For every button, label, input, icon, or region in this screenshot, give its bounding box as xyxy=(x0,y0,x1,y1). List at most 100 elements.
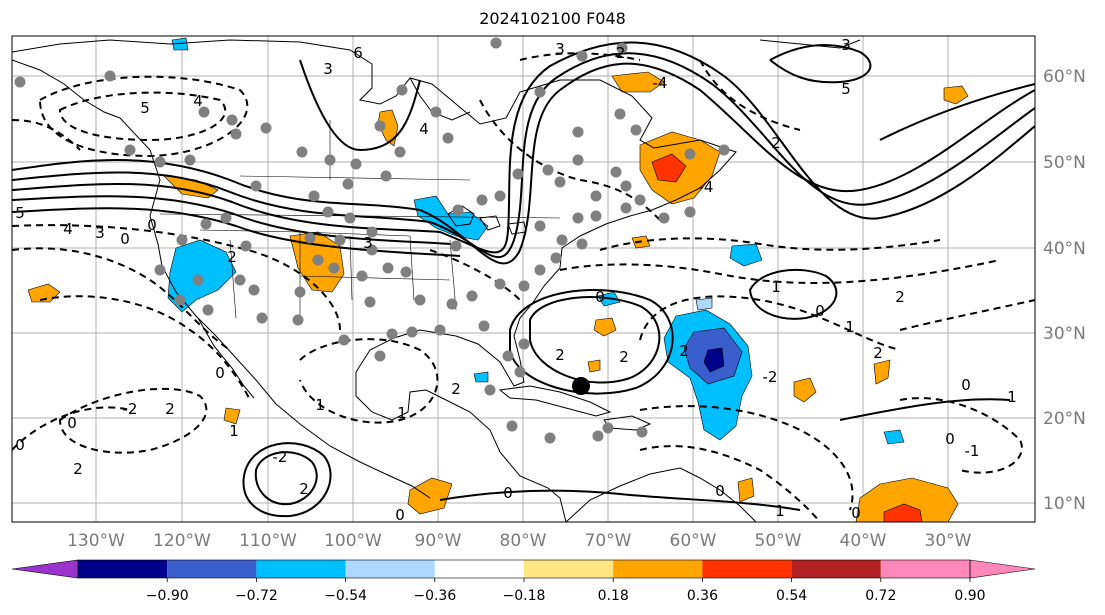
contour-label: 0 xyxy=(815,302,825,320)
station-dot xyxy=(382,262,394,274)
station-dot xyxy=(620,180,632,192)
lat-lon-grid xyxy=(12,36,1035,522)
station-dot xyxy=(490,37,502,49)
colorbar-box xyxy=(434,560,524,578)
station-dot xyxy=(534,264,546,276)
dashed-contour xyxy=(12,406,131,451)
dashed-contour xyxy=(58,91,227,142)
station-dot xyxy=(334,234,346,246)
contour-label: -1 xyxy=(965,442,980,460)
station-dot xyxy=(494,278,506,290)
station-dot xyxy=(592,430,604,442)
alaska-panhandle xyxy=(12,59,121,119)
station-dot xyxy=(406,326,418,338)
station-dot xyxy=(556,234,568,246)
storm-center-marker xyxy=(572,377,590,395)
contour-label: 4 xyxy=(193,92,203,110)
station-dot xyxy=(248,284,260,296)
station-dot xyxy=(328,262,340,274)
contour-label: 0 xyxy=(715,482,725,500)
station-dot xyxy=(324,154,336,166)
colorbar-label: −0.72 xyxy=(235,588,278,604)
station-dot xyxy=(534,86,546,98)
contour-label: 6 xyxy=(353,44,363,62)
contour-label: 0 xyxy=(961,376,971,394)
colorbar-left-extend xyxy=(11,559,79,579)
longitude-tick-labels: 130°W 120°W 110°W 100°W 90°W 80°W 70°W 60°W 50°W… xyxy=(67,531,972,551)
contour-label: 3 xyxy=(363,234,373,252)
station-dot xyxy=(200,218,212,230)
colorbar-box xyxy=(791,560,881,578)
station-dot xyxy=(174,294,186,306)
station-dot xyxy=(294,286,306,298)
colorbar-right-extend xyxy=(969,559,1036,579)
station-dot xyxy=(484,384,496,396)
station-dot xyxy=(658,212,670,224)
colorbar-box xyxy=(702,560,792,578)
contour-label: -2 xyxy=(123,400,138,418)
station-dot xyxy=(590,210,602,222)
station-dot xyxy=(260,122,272,134)
station-dot xyxy=(104,70,116,82)
dashed-contour xyxy=(639,405,854,511)
station-dot xyxy=(514,366,526,378)
station-dot xyxy=(476,194,488,206)
solid-contour xyxy=(529,296,661,384)
station-dot xyxy=(344,212,356,224)
lon-tick-label: 80°W xyxy=(500,531,547,551)
contour-label: 0 xyxy=(120,230,130,248)
lon-tick-label: 110°W xyxy=(239,531,297,551)
dashed-contour xyxy=(699,59,801,131)
contour-label: 5 xyxy=(140,99,150,117)
contour-label: 4 xyxy=(63,220,73,238)
dashed-contour xyxy=(899,299,1035,331)
station-dot xyxy=(576,238,588,250)
station-dot xyxy=(220,212,232,224)
station-dot xyxy=(308,190,320,202)
solid-contour xyxy=(839,398,1011,421)
station-dot xyxy=(620,202,632,214)
station-markers xyxy=(14,37,730,444)
solid-contour xyxy=(299,59,421,152)
colorbar-label: 0.18 xyxy=(598,588,629,604)
latitude-tick-labels: 60°N 50°N 40°N 30°N 20°N 10°N xyxy=(1043,67,1086,514)
station-dot xyxy=(366,226,378,238)
station-dot xyxy=(502,350,514,362)
contour-lines xyxy=(12,41,1035,522)
colorbar-label: 0.54 xyxy=(776,588,807,604)
contour-label: 2 xyxy=(73,460,83,478)
station-dot xyxy=(366,244,378,256)
blue-blob xyxy=(167,239,237,313)
station-dot xyxy=(494,190,506,202)
station-dot xyxy=(414,294,426,306)
station-dot xyxy=(350,158,362,170)
contour-label: 1 xyxy=(229,422,239,440)
dashed-contour xyxy=(12,247,231,351)
station-dot xyxy=(342,178,354,190)
light-blue-blob xyxy=(695,297,713,311)
lat-tick-label: 60°N xyxy=(1043,67,1086,87)
station-dot xyxy=(374,120,386,132)
station-dot xyxy=(292,314,304,326)
station-dot xyxy=(304,232,316,244)
lon-tick-label: 50°W xyxy=(755,531,802,551)
contour-label: 1 xyxy=(397,404,407,422)
orange-blob xyxy=(873,359,891,385)
contour-label: 0 xyxy=(147,216,157,234)
solid-contour xyxy=(509,289,674,395)
colorbar-label: −0.54 xyxy=(324,588,367,604)
solid-contour xyxy=(254,451,318,506)
station-dot xyxy=(184,154,196,166)
colorbar-box xyxy=(167,560,257,578)
colorbar-label: 0.36 xyxy=(687,588,718,604)
dashed-contour xyxy=(639,445,821,522)
station-dot xyxy=(386,328,398,340)
orange-blob xyxy=(611,71,665,93)
solid-contour xyxy=(242,442,332,518)
station-dot xyxy=(590,190,602,202)
contour-label: 0 xyxy=(215,364,225,382)
contour-label: -4 xyxy=(653,74,668,92)
lon-tick-label: 60°W xyxy=(670,531,717,551)
